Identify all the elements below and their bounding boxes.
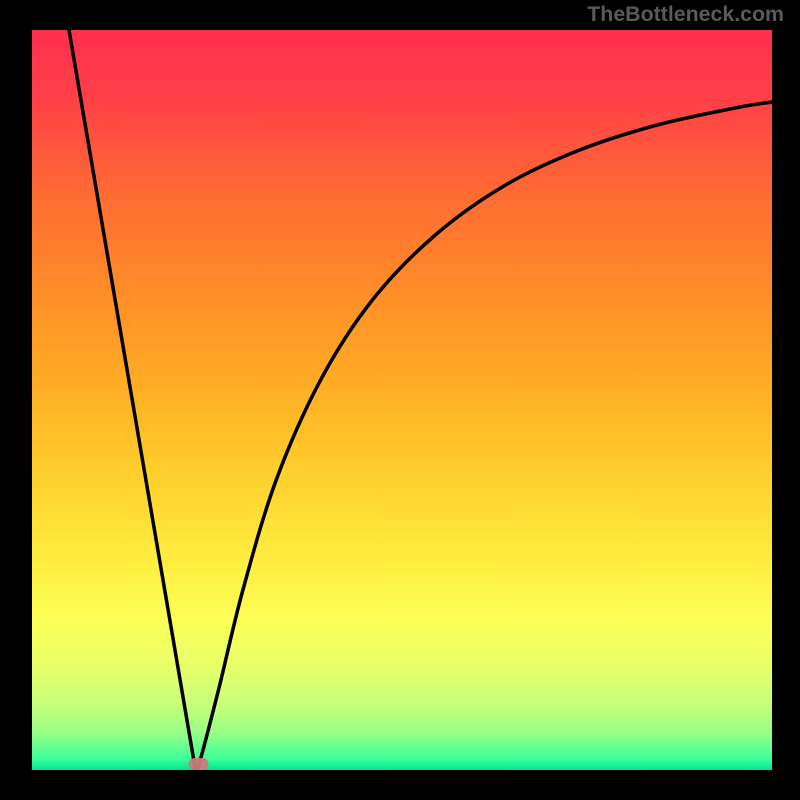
chart-container: TheBottleneck.com <box>0 0 800 800</box>
chart-svg <box>0 0 800 800</box>
plot-area <box>32 30 772 770</box>
optimal-marker <box>189 758 209 770</box>
watermark-text: TheBottleneck.com <box>587 2 784 27</box>
